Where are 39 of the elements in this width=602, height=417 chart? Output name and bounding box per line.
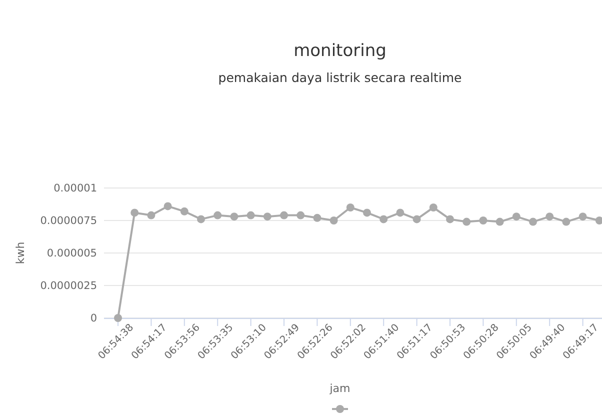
point (595, 216, 602, 224)
point (396, 208, 404, 217)
chart-title: monitoring (294, 41, 386, 61)
y-tick-label: 0.000005 (46, 247, 97, 260)
y-tick-label: 0 (90, 312, 97, 324)
point (147, 211, 156, 220)
point (180, 207, 188, 216)
point (562, 218, 570, 226)
point (363, 208, 371, 217)
point (496, 218, 504, 226)
point (197, 215, 205, 224)
point (246, 211, 255, 220)
point (263, 212, 272, 221)
y-tick-label: 0.00001 (54, 182, 97, 194)
point (296, 211, 305, 220)
point (230, 212, 238, 221)
y-tick-label: 0.0000025 (40, 280, 97, 292)
y-tick-label: 0.0000075 (40, 214, 97, 227)
point (214, 211, 222, 220)
point (446, 215, 454, 224)
y-axis-title: kwh (14, 242, 27, 264)
point (546, 212, 554, 221)
point (313, 214, 322, 222)
point (330, 216, 338, 224)
point (380, 215, 388, 224)
point (578, 212, 587, 221)
point (512, 212, 520, 221)
point (114, 314, 122, 322)
point (412, 215, 421, 224)
point (479, 216, 488, 224)
point (280, 211, 288, 220)
point (346, 204, 354, 212)
point (529, 218, 537, 226)
point (164, 202, 172, 210)
point (429, 204, 438, 212)
chart-subtitle: pemakaian daya listrik secara realtime (218, 70, 462, 85)
x-axis-title: jam (328, 382, 350, 395)
point (462, 218, 471, 226)
point (130, 208, 139, 217)
